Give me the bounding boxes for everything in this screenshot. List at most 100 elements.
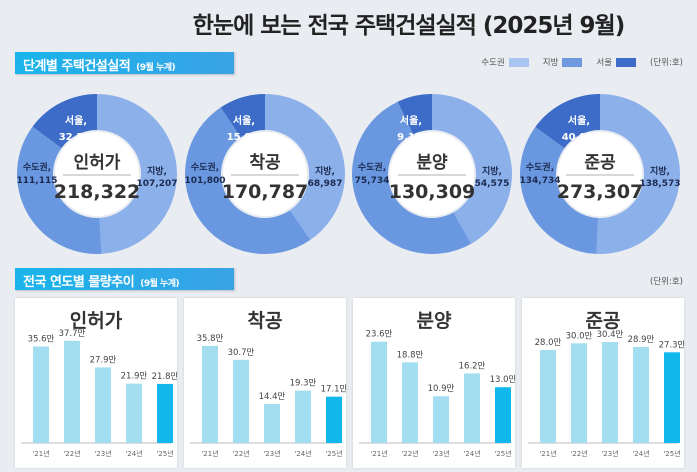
x-tick-label: '24년 bbox=[125, 449, 142, 458]
legend-label-local: 지방 bbox=[542, 58, 559, 68]
capital-value: 134,734 bbox=[520, 176, 561, 186]
capital-label: 수도권, bbox=[191, 161, 219, 173]
bar-'23년 bbox=[433, 396, 449, 443]
bar-'25년 bbox=[664, 352, 680, 443]
data-label: 21.8만 bbox=[152, 372, 177, 382]
x-tick-label: '22년 bbox=[63, 449, 80, 458]
bar-'25년 bbox=[157, 383, 173, 443]
data-label: 35.8만 bbox=[197, 334, 224, 344]
data-label: 30.4만 bbox=[597, 330, 624, 340]
slice-local bbox=[265, 94, 345, 240]
x-tick-label: '23년 bbox=[263, 449, 280, 458]
seoul-label: 서울, bbox=[568, 114, 590, 127]
donut-stage-name: 준공 bbox=[584, 153, 616, 173]
donut-total: 218,322 bbox=[54, 181, 141, 203]
slice-local bbox=[432, 94, 512, 244]
x-tick-label: '21년 bbox=[370, 449, 387, 458]
data-label: 23.6만 bbox=[366, 330, 393, 340]
unit-label: (단위:호) bbox=[650, 277, 683, 287]
bar-'22년 bbox=[233, 359, 249, 443]
bar-panel-준공: 준공 28.0만 '21년 30.0만 '22년 30.4만 '23년 28.9만 '24년 27… bbox=[522, 298, 684, 468]
seoul-value: 15,942 bbox=[227, 132, 266, 143]
seoul-value: 32,596 bbox=[59, 132, 98, 143]
x-tick-label: '22년 bbox=[401, 449, 418, 458]
data-label: 10.9만 bbox=[428, 384, 455, 394]
data-label: 18.8만 bbox=[397, 350, 424, 360]
x-tick-label: '23년 bbox=[94, 449, 111, 458]
x-tick-label: '24년 bbox=[463, 449, 480, 458]
x-tick-label: '23년 bbox=[432, 449, 449, 458]
x-tick-label: '22년 bbox=[232, 449, 249, 458]
panel-title: 인허가 bbox=[69, 310, 123, 332]
capital-value: 111,115 bbox=[17, 176, 58, 186]
local-value: 138,573 bbox=[640, 179, 681, 189]
legend-swatch-local bbox=[562, 57, 583, 67]
bar-'23년 bbox=[602, 341, 618, 443]
x-tick-label: '21년 bbox=[201, 449, 218, 458]
donut-charts: 인허가218,322수도권,111,115지방,107,207서울,32,596… bbox=[17, 94, 681, 254]
x-tick-label: '25년 bbox=[663, 449, 680, 458]
bar-'21년 bbox=[202, 345, 218, 443]
seoul-label: 서울, bbox=[233, 114, 255, 127]
bar-chart: 35.6만 '21년 37.7만 '22년 27.9만 '23년 21.9만 '24년 21.8… bbox=[21, 329, 177, 458]
slice-local bbox=[596, 94, 680, 254]
slice-local bbox=[97, 94, 178, 254]
x-tick-label: '21년 bbox=[539, 449, 556, 458]
section-header-trend: 전국 연도별 물량추이 (9월 누계) bbox=[15, 268, 234, 290]
local-value: 54,575 bbox=[475, 179, 510, 189]
data-label: 28.9만 bbox=[628, 335, 655, 345]
bar-panel-분양: 분양 23.6만 '21년 18.8만 '22년 10.9만 '23년 16.2만 '24년 13… bbox=[353, 298, 515, 468]
x-tick-label: '24년 bbox=[632, 449, 649, 458]
bar-'21년 bbox=[540, 349, 556, 443]
capital-label: 수도권, bbox=[526, 161, 554, 173]
bar-chart: 23.6만 '21년 18.8만 '22년 10.9만 '23년 16.2만 '24년 13.0… bbox=[359, 330, 515, 458]
section-header-stage: 단계별 주택건설실적 (9월 누계) bbox=[15, 52, 234, 74]
bar-'22년 bbox=[64, 340, 80, 443]
data-label: 27.9만 bbox=[90, 355, 117, 365]
bar-'25년 bbox=[326, 396, 342, 443]
donut-center bbox=[55, 132, 139, 216]
section-label: 단계별 주택건설실적 bbox=[23, 59, 131, 74]
x-tick-label: '23년 bbox=[601, 449, 618, 458]
data-label: 17.1만 bbox=[321, 385, 346, 395]
seoul-label: 서울, bbox=[65, 114, 87, 127]
donut-center bbox=[223, 132, 307, 216]
legend: 수도권 지방 서울 (단위:호) bbox=[481, 56, 683, 68]
x-tick-label: '22년 bbox=[570, 449, 587, 458]
capital-value: 75,734 bbox=[355, 176, 390, 186]
bar-'22년 bbox=[402, 362, 418, 443]
capital-label: 수도권, bbox=[358, 161, 386, 173]
data-label: 28.0만 bbox=[535, 338, 562, 348]
bar-'24년 bbox=[464, 373, 480, 443]
seoul-value: 40,993 bbox=[562, 132, 601, 143]
page-title: 한눈에 보는 전국 주택건설실적 (2025년 9월) bbox=[192, 13, 625, 39]
bar-'22년 bbox=[571, 343, 587, 443]
donut-stage-name: 착공 bbox=[249, 153, 281, 173]
x-tick-label: '24년 bbox=[294, 449, 311, 458]
slice-seoul bbox=[535, 94, 600, 149]
slice-seoul bbox=[397, 94, 432, 135]
local-label: 지방, bbox=[482, 165, 502, 177]
bar-'24년 bbox=[295, 390, 311, 443]
data-label: 27.3만 bbox=[659, 340, 684, 350]
legend-label-capital: 수도권 bbox=[481, 58, 505, 68]
data-label: 30.0만 bbox=[566, 331, 593, 341]
bar-panel-착공: 착공 35.8만 '21년 30.7만 '22년 14.4만 '23년 19.3만 '24년 17… bbox=[184, 298, 346, 468]
bar-'25년 bbox=[495, 387, 511, 443]
x-tick-label: '21년 bbox=[32, 449, 49, 458]
bar-'21년 bbox=[371, 341, 387, 443]
local-value: 107,207 bbox=[137, 179, 178, 189]
data-label: 16.2만 bbox=[459, 361, 486, 371]
donut-center bbox=[558, 132, 642, 216]
slice-seoul bbox=[32, 94, 97, 148]
capital-label: 수도권, bbox=[23, 161, 51, 173]
section-note: (9월 누계) bbox=[136, 63, 176, 73]
donut-stage-name: 인허가 bbox=[74, 153, 121, 173]
x-tick-label: '25년 bbox=[325, 449, 342, 458]
donut-center bbox=[390, 132, 474, 216]
data-label: 21.9만 bbox=[121, 372, 148, 382]
data-label: 30.7만 bbox=[228, 348, 255, 358]
unit-label: (단위:호) bbox=[650, 58, 683, 68]
